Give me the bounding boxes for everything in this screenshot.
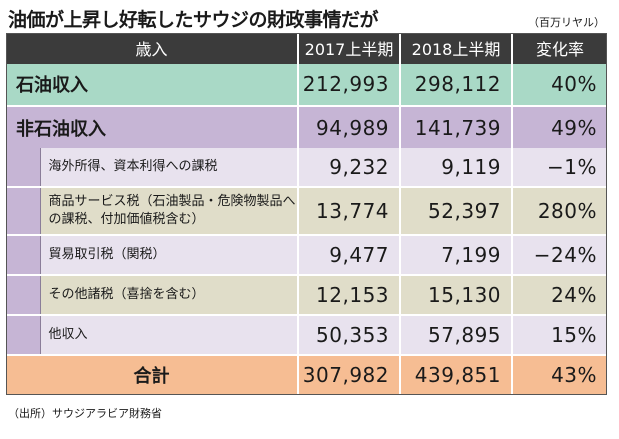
row-label: 海外所得、資本利得への課税	[39, 148, 299, 189]
unit-label: （百万リヤル）	[528, 16, 605, 29]
value-2018: 52,397	[399, 187, 513, 236]
value-2018: 141,739	[399, 106, 513, 149]
value-2018: 7,199	[399, 234, 513, 276]
value-change: 280%	[511, 187, 608, 236]
table-row: 他収入 50,353 57,895 15%	[6, 314, 608, 356]
value-change: −24%	[511, 234, 608, 276]
header-change: 変化率	[511, 33, 608, 64]
source-note: （出所）サウジアラビア財務省	[8, 407, 162, 420]
row-label: 非石油収入	[6, 106, 299, 149]
value-2017: 12,153	[297, 274, 401, 316]
table-header: 歳入 2017上半期 2018上半期 変化率	[6, 33, 608, 64]
page-title: 油価が上昇し好転したサウジの財政事情だが	[8, 9, 379, 31]
value-2017: 9,232	[297, 148, 401, 189]
value-2017: 9,477	[297, 234, 401, 276]
revenue-table: 歳入 2017上半期 2018上半期 変化率 石油収入 212,993 298,…	[6, 33, 608, 395]
table-row-total: 合計 307,982 439,851 43%	[6, 353, 608, 395]
value-2018: 15,130	[399, 274, 513, 316]
row-label: 他収入	[39, 314, 299, 356]
table-row: 貿易取引税（関税） 9,477 7,199 −24%	[6, 234, 608, 276]
value-change: 15%	[511, 314, 608, 356]
value-2018: 439,851	[399, 353, 513, 395]
value-change: −1%	[511, 148, 608, 189]
table-row: 商品サービス税（石油製品・危険物製品への課税、付加価値税含む） 13,774 5…	[6, 187, 608, 236]
row-label: その他諸税（喜捨を含む）	[39, 274, 299, 316]
value-change: 40%	[511, 63, 608, 108]
value-2018: 57,895	[399, 314, 513, 356]
table-row: その他諸税（喜捨を含む） 12,153 15,130 24%	[6, 274, 608, 316]
value-2017: 94,989	[297, 106, 401, 149]
indent-spacer	[6, 274, 40, 316]
header-item: 歳入	[6, 33, 299, 64]
value-change: 43%	[511, 353, 608, 395]
indent-spacer	[6, 314, 40, 356]
row-label: 合計	[6, 353, 299, 395]
indent-spacer	[6, 148, 40, 189]
value-2018: 298,112	[399, 63, 513, 108]
value-change: 24%	[511, 274, 608, 316]
value-change: 49%	[511, 106, 608, 149]
table-row: 石油収入 212,993 298,112 40%	[6, 63, 608, 108]
table-row: 海外所得、資本利得への課税 9,232 9,119 −1%	[6, 148, 608, 189]
header-2018: 2018上半期	[399, 33, 513, 64]
table-row: 非石油収入 94,989 141,739 49%	[6, 106, 608, 149]
value-2017: 212,993	[297, 63, 401, 108]
row-label: 商品サービス税（石油製品・危険物製品への課税、付加価値税含む）	[39, 187, 299, 236]
row-label: 石油収入	[6, 63, 299, 108]
row-label: 貿易取引税（関税）	[39, 234, 299, 276]
value-2018: 9,119	[399, 148, 513, 189]
indent-spacer	[6, 187, 40, 236]
value-2017: 307,982	[297, 353, 401, 395]
value-2017: 13,774	[297, 187, 401, 236]
value-2017: 50,353	[297, 314, 401, 356]
header-2017: 2017上半期	[297, 33, 401, 64]
indent-spacer	[6, 234, 40, 276]
